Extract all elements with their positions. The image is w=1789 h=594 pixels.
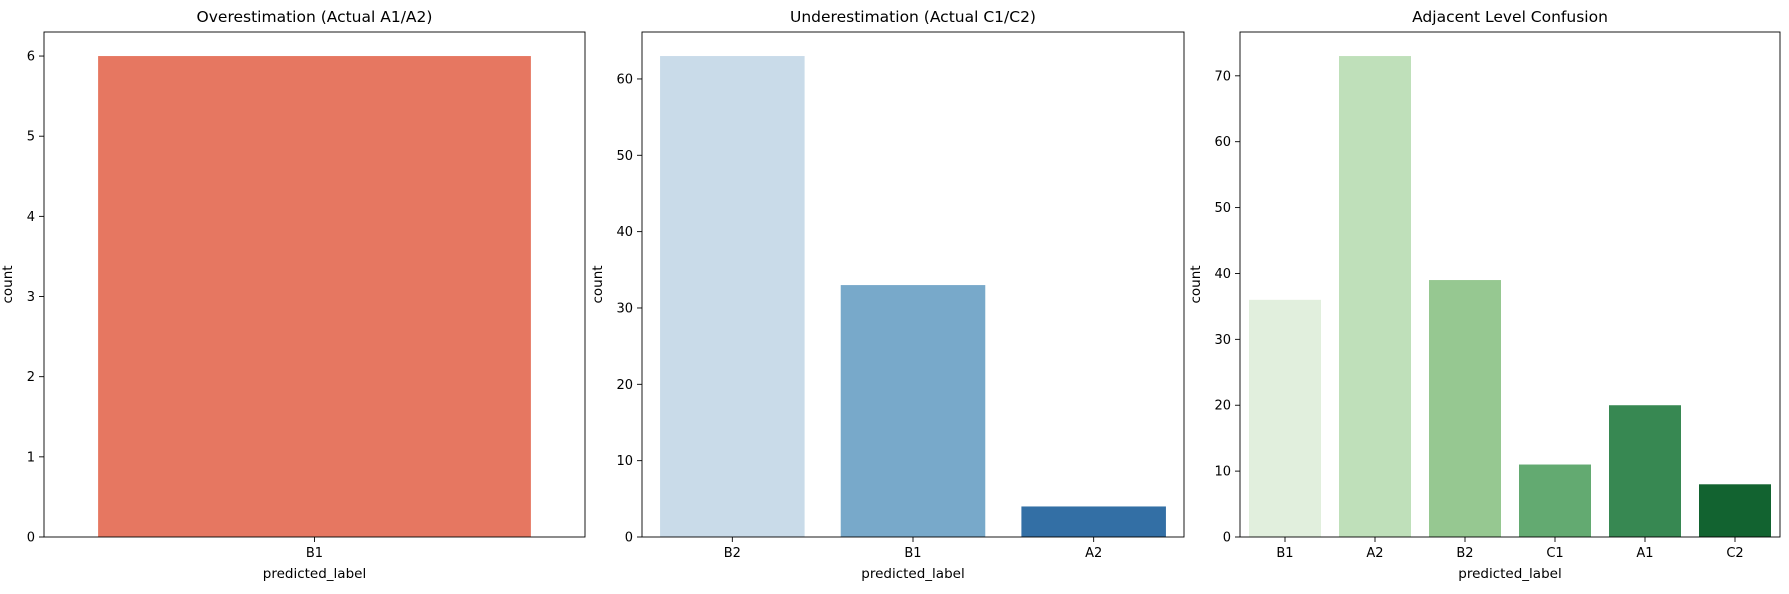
y-tick-label: 6 — [27, 50, 35, 65]
x-axis-label: predicted_label — [861, 566, 964, 582]
y-tick-label: 2 — [27, 370, 35, 385]
y-tick-label: 30 — [1214, 333, 1231, 348]
bar-B2 — [660, 56, 805, 538]
y-axis-label: count — [0, 265, 16, 303]
chart-3: B1 A2 B2 C1 A1 C2 0 10 20 30 40 50 60 70 Adjacent Leve… — [1188, 8, 1781, 582]
y-tick-label: 50 — [616, 149, 633, 164]
bar-B1 — [1249, 299, 1321, 537]
y-tick-label: 40 — [616, 225, 633, 240]
chart-title: Overestimation (Actual A1/A2) — [197, 8, 433, 26]
x-tick-label: B2 — [1456, 546, 1473, 561]
x-tick-label: B1 — [904, 546, 921, 561]
y-tick-label: 1 — [27, 450, 35, 465]
y-tick-label: 60 — [1214, 135, 1231, 150]
chart-title: Underestimation (Actual C1/C2) — [790, 8, 1036, 26]
x-tick-label: B2 — [724, 546, 741, 561]
x-tick-label: C2 — [1726, 546, 1743, 561]
axes-frame — [1239, 31, 1781, 538]
bar-A2 — [1339, 56, 1411, 538]
x-axis-label: predicted_label — [1458, 566, 1561, 582]
y-tick-label: 30 — [616, 301, 633, 316]
bar-C1 — [1519, 464, 1591, 537]
x-tick-label: A2 — [1085, 546, 1102, 561]
y-tick-label: 10 — [1214, 465, 1231, 480]
bar-B2 — [1429, 280, 1501, 537]
y-tick-label: 4 — [27, 210, 35, 225]
y-axis-label: count — [590, 265, 606, 303]
chart-title: Adjacent Level Confusion — [1412, 8, 1608, 26]
x-tick-label: A2 — [1366, 546, 1383, 561]
chart-1: B1 0 1 2 3 4 5 6 Overestimation (Actual A1/A2) pr… — [0, 8, 586, 582]
x-tick-label: B1 — [306, 546, 323, 561]
x-tick-label: B1 — [1276, 546, 1293, 561]
bar-B1 — [840, 285, 986, 537]
bar-A1 — [1609, 405, 1681, 537]
x-axis-label: predicted_label — [263, 566, 366, 582]
y-tick-label: 20 — [1214, 399, 1231, 414]
bar-A2 — [1021, 506, 1166, 537]
y-tick-label: 5 — [27, 130, 35, 145]
y-axis-label: count — [1188, 265, 1204, 303]
y-tick-label: 50 — [1214, 201, 1231, 216]
y-tick-label: 0 — [1223, 531, 1231, 546]
x-tick-label: A1 — [1636, 546, 1653, 561]
y-tick-label: 60 — [616, 72, 633, 87]
y-tick-label: 0 — [625, 531, 633, 546]
bar-B1 — [98, 56, 531, 538]
y-tick-label: 3 — [27, 290, 35, 305]
bar-C2 — [1699, 484, 1771, 537]
chart-2: B2 B1 A2 0 10 20 30 40 50 60 Underestimation (Actu… — [590, 8, 1185, 582]
x-tick-label: C1 — [1546, 546, 1563, 561]
y-tick-label: 10 — [616, 454, 633, 469]
y-tick-label: 20 — [616, 378, 633, 393]
y-tick-label: 0 — [27, 531, 35, 546]
y-tick-label: 40 — [1214, 267, 1231, 282]
y-tick-label: 70 — [1214, 69, 1231, 84]
